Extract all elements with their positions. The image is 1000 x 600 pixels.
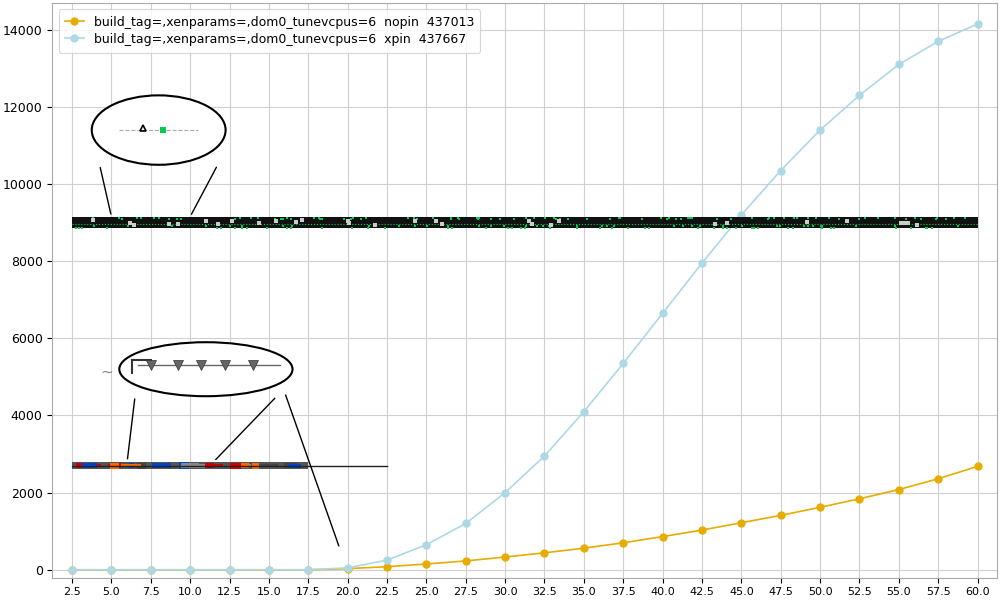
build_tag=,xenparams=,dom0_tunevcpus=6  nopin  437013 <box>381 563 393 570</box>
Bar <box>179 462 189 469</box>
build_tag=,xenparams=,dom0_tunevcpus=6  xpin  437667 <box>184 566 196 574</box>
build_tag=,xenparams=,dom0_tunevcpus=6  xpin  437667 <box>342 564 354 571</box>
build_tag=,xenparams=,dom0_tunevcpus=6  xpin  437667 <box>735 211 747 218</box>
build_tag=,xenparams=,dom0_tunevcpus=6  nopin  437013 <box>105 566 117 574</box>
build_tag=,xenparams=,dom0_tunevcpus=6  nopin  437013 <box>460 557 472 565</box>
build_tag=,xenparams=,dom0_tunevcpus=6  xpin  437667 <box>302 566 314 574</box>
build_tag=,xenparams=,dom0_tunevcpus=6  xpin  437667 <box>853 92 865 99</box>
build_tag=,xenparams=,dom0_tunevcpus=6  xpin  437667 <box>381 557 393 564</box>
build_tag=,xenparams=,dom0_tunevcpus=6  xpin  437667 <box>145 566 157 574</box>
build_tag=,xenparams=,dom0_tunevcpus=6  xpin  437667 <box>224 566 236 574</box>
build_tag=,xenparams=,dom0_tunevcpus=6  nopin  437013 <box>184 566 196 574</box>
Bar <box>181 463 199 468</box>
build_tag=,xenparams=,dom0_tunevcpus=6  nopin  437013 <box>853 495 865 502</box>
build_tag=,xenparams=,dom0_tunevcpus=6  xpin  437667 <box>775 167 787 174</box>
Bar <box>108 464 114 467</box>
build_tag=,xenparams=,dom0_tunevcpus=6  xpin  437667 <box>499 489 511 496</box>
build_tag=,xenparams=,dom0_tunevcpus=6  nopin  437013 <box>420 560 432 568</box>
build_tag=,xenparams=,dom0_tunevcpus=6  nopin  437013 <box>696 526 708 533</box>
Bar <box>252 463 259 469</box>
Bar <box>259 464 278 467</box>
build_tag=,xenparams=,dom0_tunevcpus=6  xpin  437667 <box>538 452 550 460</box>
Legend: build_tag=,xenparams=,dom0_tunevcpus=6  nopin  437013, build_tag=,xenparams=,dom: build_tag=,xenparams=,dom0_tunevcpus=6 n… <box>59 9 480 53</box>
build_tag=,xenparams=,dom0_tunevcpus=6  nopin  437013 <box>657 533 669 540</box>
Bar <box>76 463 88 468</box>
build_tag=,xenparams=,dom0_tunevcpus=6  xpin  437667 <box>263 566 275 574</box>
Bar <box>288 464 301 467</box>
build_tag=,xenparams=,dom0_tunevcpus=6  xpin  437667 <box>420 541 432 548</box>
Bar <box>111 464 126 467</box>
build_tag=,xenparams=,dom0_tunevcpus=6  xpin  437667 <box>932 38 944 45</box>
build_tag=,xenparams=,dom0_tunevcpus=6  nopin  437013 <box>617 539 629 547</box>
Bar <box>182 463 192 468</box>
build_tag=,xenparams=,dom0_tunevcpus=6  nopin  437013 <box>224 566 236 574</box>
Bar <box>83 464 101 467</box>
build_tag=,xenparams=,dom0_tunevcpus=6  nopin  437013 <box>972 463 984 470</box>
Bar <box>231 463 249 468</box>
Line: build_tag=,xenparams=,dom0_tunevcpus=6  nopin  437013: build_tag=,xenparams=,dom0_tunevcpus=6 n… <box>69 463 981 573</box>
Bar <box>284 463 297 468</box>
build_tag=,xenparams=,dom0_tunevcpus=6  nopin  437013 <box>302 566 314 574</box>
build_tag=,xenparams=,dom0_tunevcpus=6  xpin  437667 <box>66 566 78 574</box>
Bar <box>242 464 251 467</box>
Bar <box>137 463 146 469</box>
build_tag=,xenparams=,dom0_tunevcpus=6  nopin  437013 <box>145 566 157 574</box>
build_tag=,xenparams=,dom0_tunevcpus=6  nopin  437013 <box>499 553 511 560</box>
build_tag=,xenparams=,dom0_tunevcpus=6  nopin  437013 <box>932 475 944 482</box>
build_tag=,xenparams=,dom0_tunevcpus=6  nopin  437013 <box>342 565 354 572</box>
Bar <box>205 463 214 468</box>
Bar <box>190 464 206 468</box>
build_tag=,xenparams=,dom0_tunevcpus=6  nopin  437013 <box>578 545 590 552</box>
build_tag=,xenparams=,dom0_tunevcpus=6  nopin  437013 <box>263 566 275 574</box>
build_tag=,xenparams=,dom0_tunevcpus=6  xpin  437667 <box>657 310 669 317</box>
Bar <box>115 463 121 468</box>
build_tag=,xenparams=,dom0_tunevcpus=6  nopin  437013 <box>775 512 787 519</box>
build_tag=,xenparams=,dom0_tunevcpus=6  nopin  437013 <box>735 519 747 526</box>
build_tag=,xenparams=,dom0_tunevcpus=6  nopin  437013 <box>538 549 550 556</box>
Bar <box>82 463 97 468</box>
Bar <box>82 464 91 467</box>
Line: build_tag=,xenparams=,dom0_tunevcpus=6  xpin  437667: build_tag=,xenparams=,dom0_tunevcpus=6 x… <box>69 20 981 573</box>
Bar <box>72 217 978 229</box>
Bar <box>123 464 141 467</box>
build_tag=,xenparams=,dom0_tunevcpus=6  xpin  437667 <box>105 566 117 574</box>
Bar <box>110 463 119 469</box>
build_tag=,xenparams=,dom0_tunevcpus=6  nopin  437013 <box>66 566 78 574</box>
build_tag=,xenparams=,dom0_tunevcpus=6  xpin  437667 <box>617 360 629 367</box>
Bar <box>129 463 134 468</box>
build_tag=,xenparams=,dom0_tunevcpus=6  xpin  437667 <box>460 520 472 527</box>
Ellipse shape <box>92 95 226 165</box>
Bar <box>152 463 171 468</box>
build_tag=,xenparams=,dom0_tunevcpus=6  nopin  437013 <box>814 503 826 511</box>
build_tag=,xenparams=,dom0_tunevcpus=6  xpin  437667 <box>893 61 905 68</box>
Bar <box>207 464 223 467</box>
build_tag=,xenparams=,dom0_tunevcpus=6  xpin  437667 <box>972 20 984 28</box>
Text: ~: ~ <box>100 365 113 380</box>
Bar <box>230 463 241 469</box>
Bar <box>72 462 308 469</box>
build_tag=,xenparams=,dom0_tunevcpus=6  xpin  437667 <box>696 260 708 267</box>
build_tag=,xenparams=,dom0_tunevcpus=6  xpin  437667 <box>578 408 590 415</box>
build_tag=,xenparams=,dom0_tunevcpus=6  nopin  437013 <box>893 486 905 493</box>
Ellipse shape <box>119 342 293 396</box>
build_tag=,xenparams=,dom0_tunevcpus=6  xpin  437667 <box>814 127 826 134</box>
